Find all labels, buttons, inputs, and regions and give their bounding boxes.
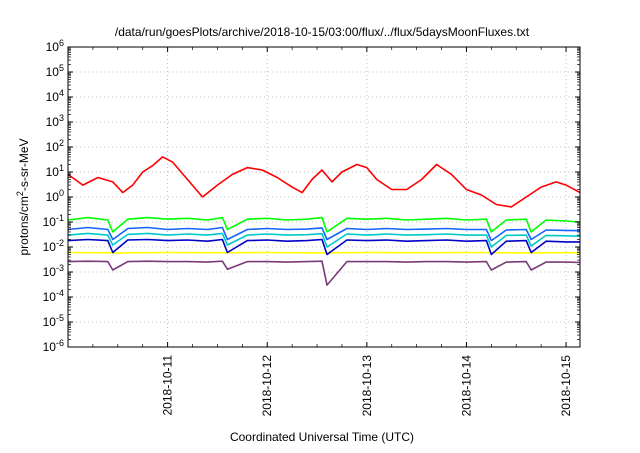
y-tick-base: 10	[46, 165, 60, 179]
y-tick-base: 10	[43, 215, 57, 229]
y-tick-base: 10	[46, 140, 60, 154]
y-tick-base: 10	[46, 90, 60, 104]
y-tick-label: 10-4	[43, 288, 64, 304]
grid-lines	[68, 47, 580, 347]
series-layer	[68, 157, 580, 285]
y-tick-exponent: 4	[59, 88, 64, 98]
y-tick-label: 10-6	[43, 338, 64, 354]
y-tick-label: 10-1	[43, 213, 64, 229]
y-tick-exponent: 5	[59, 63, 64, 73]
y-tick-base: 10	[43, 290, 57, 304]
y-axis-title-part2: -s-sr-MeV	[17, 138, 31, 191]
y-tick-label: 105	[46, 63, 64, 79]
series-line-2	[68, 218, 580, 232]
chart-title: /data/run/goesPlots/archive/2018-10-15/0…	[115, 25, 530, 39]
x-tick-label: 2018-10-15	[559, 355, 573, 417]
x-tick-label: 2018-10-13	[360, 355, 374, 417]
y-tick-label: 101	[46, 163, 64, 179]
y-tick-base: 10	[43, 240, 57, 254]
y-axis: 10-610-510-410-310-210-11001011021031041…	[43, 38, 580, 354]
series-line-7	[68, 261, 580, 285]
y-tick-label: 10-5	[43, 313, 64, 329]
y-tick-label: 103	[46, 113, 64, 129]
y-tick-label: 102	[46, 138, 64, 154]
y-tick-label: 100	[46, 188, 64, 204]
x-axis: 2018-10-11 2018-10-12 2018-10-13 2018-10-14…	[93, 47, 573, 416]
y-tick-exponent: -2	[56, 238, 64, 248]
y-tick-exponent: 6	[59, 38, 64, 48]
y-axis-title: protons/cm2-s-sr-MeV	[15, 138, 31, 255]
x-tick-label: 2018-10-11	[161, 355, 175, 416]
y-tick-base: 10	[43, 340, 57, 354]
x-axis-title: Coordinated Universal Time (UTC)	[230, 430, 414, 444]
y-tick-base: 10	[46, 190, 60, 204]
y-tick-exponent: 0	[59, 188, 64, 198]
y-tick-label: 10-2	[43, 238, 64, 254]
y-tick-exponent: -5	[56, 313, 64, 323]
series-line-1	[68, 157, 580, 207]
y-tick-base: 10	[46, 40, 60, 54]
y-tick-base: 10	[43, 315, 57, 329]
y-tick-base: 10	[43, 265, 57, 279]
y-tick-exponent: -6	[56, 338, 64, 348]
y-tick-exponent: -3	[56, 263, 64, 273]
y-tick-exponent: 3	[59, 113, 64, 123]
y-axis-title-part1: protons/cm	[17, 196, 31, 255]
y-tick-exponent: -1	[56, 213, 64, 223]
y-tick-label: 10-3	[43, 263, 64, 279]
y-tick-exponent: 2	[59, 138, 64, 148]
y-tick-label: 106	[46, 38, 64, 54]
y-tick-label: 104	[46, 88, 64, 104]
x-tick-label: 2018-10-14	[459, 355, 473, 417]
y-tick-exponent: -4	[56, 288, 64, 298]
x-tick-label: 2018-10-12	[260, 355, 274, 417]
y-tick-base: 10	[46, 115, 60, 129]
y-tick-exponent: 1	[59, 163, 64, 173]
y-tick-base: 10	[46, 65, 60, 79]
